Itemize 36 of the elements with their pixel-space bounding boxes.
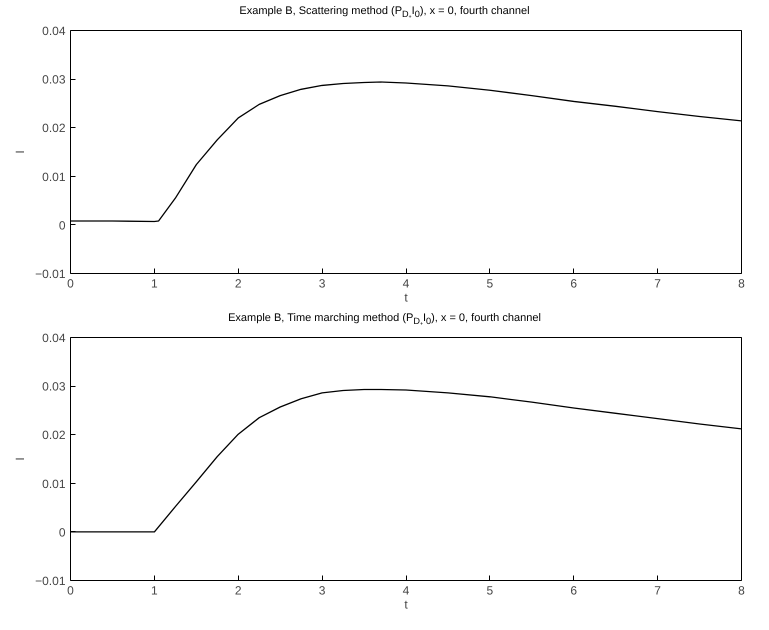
y-tick-label: 0.04	[42, 24, 66, 38]
y-tick-label: −0.01	[35, 574, 66, 588]
y-tick-label: 0	[58, 525, 66, 540]
y-tick-label: 0.01	[42, 170, 66, 184]
x-tick-label: 4	[402, 276, 410, 290]
chart-title: Example B, Time marching method (P$_{D₊}$I$_{0}$), x = 0, fourth channel	[227, 311, 542, 328]
y-tick-label: 0.03	[42, 72, 66, 87]
x-axis-title: t	[404, 598, 408, 612]
y-tick-label: 0.01	[42, 476, 66, 491]
y-axis-title: I	[13, 457, 28, 461]
x-tick-label: 5	[486, 276, 494, 290]
y-tick-label: 0.03	[42, 380, 66, 394]
x-tick-label: 3	[318, 584, 326, 598]
x-tick-label: 7	[654, 276, 662, 290]
x-tick-label: 1	[151, 584, 158, 598]
x-tick-label: 6	[570, 276, 578, 290]
y-tick-label: 0	[58, 218, 66, 232]
y-tick-label: −0.01	[35, 267, 66, 281]
x-tick-label: 0	[67, 276, 74, 290]
y-tick-label: 0.02	[42, 428, 66, 442]
x-axis-title: t	[404, 290, 408, 304]
y-axis-title: I	[13, 150, 28, 154]
x-tick-label: 8	[738, 584, 746, 598]
x-tick-label: 4	[402, 584, 410, 598]
y-tick-label: 0.02	[42, 121, 66, 136]
x-tick-label: 7	[654, 584, 662, 598]
x-tick-label: 0	[67, 584, 74, 598]
chart-title: Example B, Scattering method (P$_{D₊}$I$_{0}$), x = 0, fourth channel	[238, 4, 531, 22]
x-tick-label: 5	[486, 584, 494, 598]
x-tick-label: 8	[738, 276, 746, 290]
x-tick-label: 1	[151, 276, 158, 290]
x-tick-label: 3	[318, 276, 326, 290]
y-tick-label: 0.04	[42, 331, 66, 345]
x-tick-label: 6	[570, 584, 578, 598]
x-tick-label: 2	[234, 584, 242, 598]
x-tick-label: 2	[234, 276, 242, 290]
